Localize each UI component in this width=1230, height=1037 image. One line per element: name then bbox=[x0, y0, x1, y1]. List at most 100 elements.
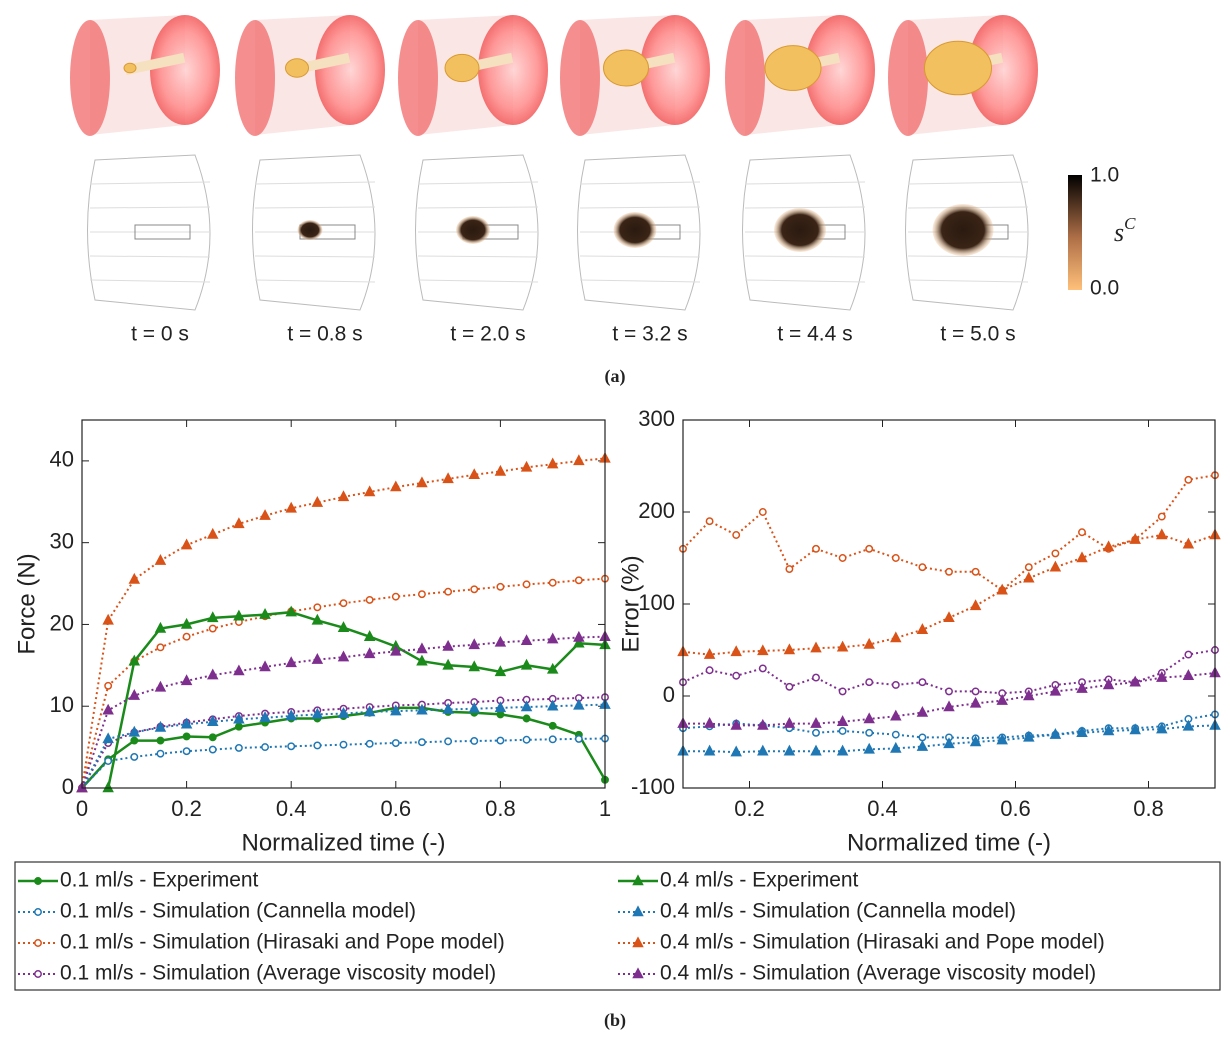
marker bbox=[339, 599, 348, 608]
marker bbox=[996, 733, 1008, 745]
marker bbox=[1129, 532, 1141, 544]
marker bbox=[838, 727, 847, 735]
wire-line bbox=[907, 255, 1029, 258]
marker bbox=[1182, 719, 1195, 731]
wire-line bbox=[89, 181, 211, 185]
cylinder-back bbox=[315, 15, 385, 125]
marker bbox=[916, 623, 929, 635]
wire-line bbox=[579, 255, 701, 258]
marker bbox=[363, 485, 376, 497]
marker bbox=[416, 642, 428, 654]
marker bbox=[207, 611, 219, 623]
marker bbox=[156, 736, 165, 745]
marker bbox=[810, 744, 822, 756]
marker bbox=[546, 457, 559, 469]
caption-b: (b) bbox=[604, 1010, 626, 1031]
marker bbox=[311, 653, 324, 664]
legend-label: 0.1 ml/s - Simulation (Average viscosity… bbox=[60, 962, 496, 985]
marker bbox=[287, 742, 296, 751]
legend-label: 0.1 ml/s - Simulation (Cannella model) bbox=[60, 900, 416, 923]
marker bbox=[758, 508, 767, 516]
wire-line bbox=[89, 255, 211, 258]
marker bbox=[1049, 728, 1062, 739]
wire-line bbox=[89, 279, 211, 283]
wire-frame bbox=[905, 154, 1029, 311]
marker bbox=[128, 725, 141, 737]
foam-bottom bbox=[932, 204, 994, 256]
marker bbox=[156, 643, 165, 652]
marker bbox=[442, 658, 454, 670]
simulation-images: t = 0 s t = 0.8 s t = 2.0 s t = 3.2 s t = 4.… bbox=[70, 15, 1038, 346]
marker bbox=[757, 744, 769, 756]
marker bbox=[339, 740, 348, 749]
marker bbox=[233, 609, 245, 621]
marker bbox=[891, 681, 900, 689]
x-tick-label: 0.6 bbox=[381, 796, 412, 821]
marker bbox=[468, 638, 480, 650]
wire-line bbox=[254, 279, 376, 283]
marker bbox=[916, 705, 929, 717]
foam-top bbox=[924, 40, 992, 96]
marker bbox=[1156, 670, 1168, 682]
marker bbox=[969, 696, 982, 708]
marker bbox=[102, 781, 114, 793]
y-axis-label: Error (%) bbox=[617, 555, 644, 652]
marker bbox=[1024, 563, 1033, 572]
marker bbox=[102, 703, 114, 715]
marker bbox=[285, 709, 297, 721]
marker bbox=[546, 632, 559, 644]
time-label: t = 5.0 s bbox=[940, 323, 1015, 346]
marker bbox=[444, 737, 453, 746]
marker bbox=[234, 722, 243, 731]
marker bbox=[416, 476, 428, 488]
y-tick-label: 30 bbox=[50, 528, 74, 553]
foam-top bbox=[764, 45, 822, 91]
marker bbox=[891, 730, 900, 739]
marker bbox=[180, 617, 193, 629]
marker bbox=[1078, 528, 1086, 537]
marker bbox=[130, 752, 139, 761]
marker bbox=[102, 613, 114, 625]
marker bbox=[1129, 723, 1141, 735]
legend-label: 0.4 ml/s - Experiment bbox=[660, 869, 859, 892]
y-axis-label: Force (N) bbox=[13, 553, 40, 654]
time-label: t = 0.8 s bbox=[287, 323, 362, 346]
marker bbox=[311, 495, 324, 507]
marker bbox=[812, 673, 820, 682]
wire-line bbox=[744, 181, 866, 185]
wire-line bbox=[907, 181, 1029, 185]
cylinder-front bbox=[725, 20, 765, 136]
marker bbox=[891, 554, 900, 562]
marker bbox=[520, 700, 533, 712]
wire-frame bbox=[742, 154, 866, 311]
cylinder-front bbox=[70, 20, 110, 136]
marker bbox=[128, 654, 141, 666]
marker bbox=[810, 641, 822, 653]
x-tick-label: 0.2 bbox=[734, 796, 765, 821]
cylinder-back bbox=[478, 15, 548, 125]
marker bbox=[863, 742, 875, 754]
marker bbox=[573, 698, 585, 710]
foam-top bbox=[444, 53, 480, 83]
marker bbox=[785, 565, 794, 573]
marker bbox=[945, 567, 953, 576]
marker bbox=[703, 716, 716, 728]
cylinder-back bbox=[805, 15, 875, 125]
legend-marker bbox=[632, 967, 644, 979]
caption-a: (a) bbox=[605, 366, 626, 387]
colorbar-min: 0.0 bbox=[1090, 277, 1119, 300]
marker bbox=[1182, 537, 1195, 549]
x-tick-label: 0.6 bbox=[1000, 796, 1031, 821]
legend-label: 0.1 ml/s - Experiment bbox=[60, 869, 259, 892]
marker bbox=[311, 613, 324, 625]
cylinder-front bbox=[560, 20, 600, 136]
colorbar-label-sup: C bbox=[1124, 214, 1136, 233]
marker bbox=[996, 583, 1008, 595]
marker bbox=[812, 728, 820, 737]
marker bbox=[546, 662, 559, 674]
marker bbox=[573, 454, 585, 466]
legend-marker bbox=[34, 908, 42, 916]
marker bbox=[128, 572, 141, 584]
y-tick-label: -100 bbox=[631, 774, 675, 799]
